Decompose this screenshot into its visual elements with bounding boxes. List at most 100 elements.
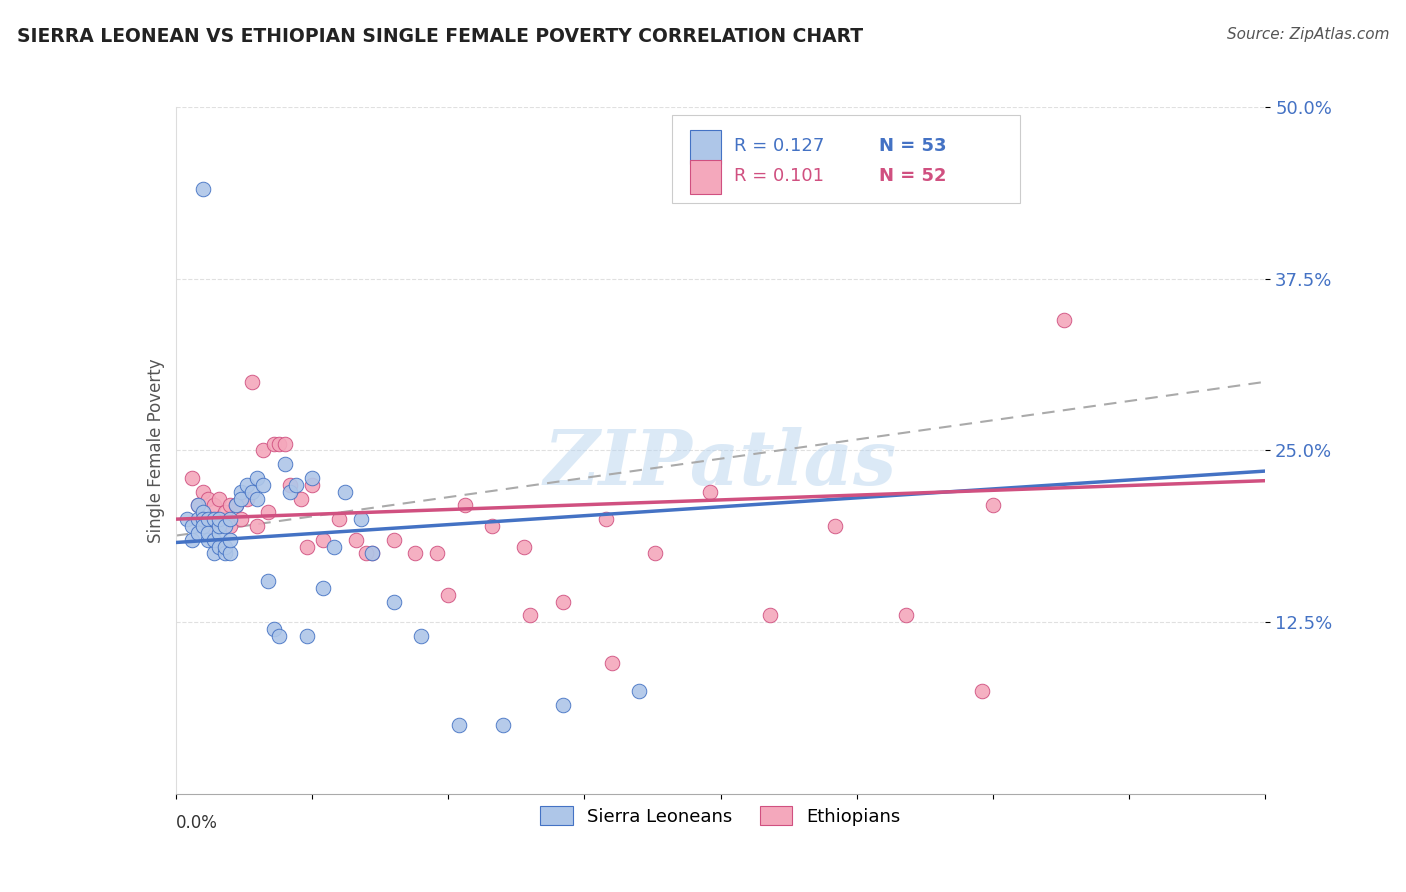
Point xyxy=(519,608,541,623)
Point xyxy=(824,519,846,533)
Point xyxy=(344,533,367,547)
Text: N = 53: N = 53 xyxy=(879,137,946,155)
Point xyxy=(208,540,231,554)
Point xyxy=(595,512,617,526)
Point xyxy=(252,443,274,458)
Point xyxy=(481,519,503,533)
Text: R = 0.101: R = 0.101 xyxy=(734,168,824,186)
Point xyxy=(278,478,301,492)
Point xyxy=(191,182,214,196)
Point xyxy=(551,594,574,608)
Point xyxy=(269,629,291,643)
Point xyxy=(356,546,378,561)
Point xyxy=(176,512,198,526)
FancyBboxPatch shape xyxy=(672,115,1021,203)
Point xyxy=(409,629,432,643)
Point xyxy=(208,512,231,526)
Point xyxy=(758,608,780,623)
Bar xyxy=(690,130,721,164)
Legend: Sierra Leoneans, Ethiopians: Sierra Leoneans, Ethiopians xyxy=(533,799,908,833)
Point xyxy=(492,718,515,732)
Point xyxy=(208,491,231,506)
Point xyxy=(202,533,225,547)
Point xyxy=(269,436,291,450)
Point xyxy=(191,512,214,526)
Text: SIERRA LEONEAN VS ETHIOPIAN SINGLE FEMALE POVERTY CORRELATION CHART: SIERRA LEONEAN VS ETHIOPIAN SINGLE FEMAL… xyxy=(17,27,863,45)
Point xyxy=(191,484,214,499)
Point xyxy=(263,436,285,450)
Point xyxy=(301,478,323,492)
Point xyxy=(235,478,257,492)
Point xyxy=(970,683,993,698)
Point xyxy=(246,491,269,506)
Point xyxy=(328,512,350,526)
Point xyxy=(350,512,373,526)
Point xyxy=(274,457,297,471)
Point xyxy=(214,512,236,526)
Point xyxy=(627,683,650,698)
Point xyxy=(263,622,285,636)
Point xyxy=(219,499,242,513)
Point xyxy=(208,512,231,526)
Point xyxy=(447,718,470,732)
Text: Source: ZipAtlas.com: Source: ZipAtlas.com xyxy=(1226,27,1389,42)
Point xyxy=(202,512,225,526)
Point xyxy=(225,499,247,513)
Point xyxy=(225,499,247,513)
Point xyxy=(202,512,225,526)
Point xyxy=(1053,313,1076,327)
Point xyxy=(240,375,263,389)
Point xyxy=(333,484,356,499)
Point xyxy=(181,471,204,485)
Point xyxy=(235,491,257,506)
Point xyxy=(600,657,623,671)
Point xyxy=(295,629,318,643)
Point xyxy=(290,491,312,506)
Point xyxy=(186,499,209,513)
Point xyxy=(322,540,344,554)
Point xyxy=(197,519,219,533)
Point xyxy=(231,512,253,526)
Point xyxy=(699,484,721,499)
Point xyxy=(208,519,231,533)
Point xyxy=(240,484,263,499)
Point xyxy=(257,505,280,519)
Point xyxy=(437,588,460,602)
Point xyxy=(219,533,242,547)
Point xyxy=(246,471,269,485)
Text: R = 0.127: R = 0.127 xyxy=(734,137,824,155)
Point xyxy=(295,540,318,554)
Point xyxy=(405,546,427,561)
Point xyxy=(894,608,917,623)
Point xyxy=(382,533,405,547)
Point xyxy=(252,478,274,492)
Point xyxy=(312,533,335,547)
Point xyxy=(301,471,323,485)
Point xyxy=(360,546,382,561)
Text: ZIPatlas: ZIPatlas xyxy=(544,427,897,501)
Point xyxy=(197,533,219,547)
Point xyxy=(360,546,382,561)
Text: N = 52: N = 52 xyxy=(879,168,946,186)
Point xyxy=(274,436,297,450)
Point xyxy=(202,546,225,561)
Point xyxy=(214,546,236,561)
Point xyxy=(214,540,236,554)
Point xyxy=(219,519,242,533)
Point xyxy=(181,519,204,533)
Point xyxy=(981,499,1004,513)
Y-axis label: Single Female Poverty: Single Female Poverty xyxy=(146,359,165,542)
Point xyxy=(181,533,204,547)
Point xyxy=(219,512,242,526)
Point xyxy=(513,540,536,554)
Point xyxy=(382,594,405,608)
Point xyxy=(186,512,209,526)
Point xyxy=(278,484,301,499)
Point xyxy=(191,512,214,526)
Point xyxy=(284,478,307,492)
Point xyxy=(191,519,214,533)
Point xyxy=(426,546,449,561)
Point xyxy=(202,499,225,513)
Point xyxy=(644,546,666,561)
Point xyxy=(197,512,219,526)
